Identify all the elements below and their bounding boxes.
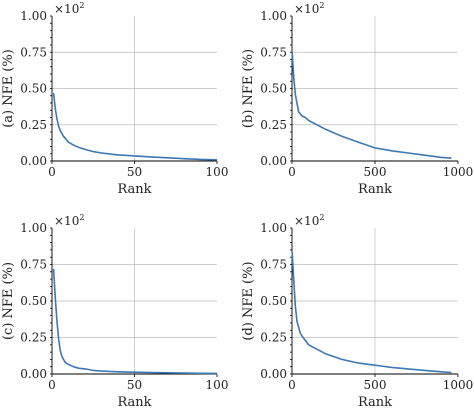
y-tick-label: 0.50 <box>260 294 287 308</box>
y-tick-label: 0.25 <box>260 331 287 345</box>
y-axis-label: (d) NFE (%) <box>241 261 256 340</box>
x-tick-label: 1000 <box>443 378 474 392</box>
x-tick-label: 0 <box>288 378 296 392</box>
y-tick-label: 0.00 <box>260 154 287 168</box>
scale-multiplier: ×102 <box>294 1 324 16</box>
x-tick-label: 500 <box>364 165 387 179</box>
chart-panel-1: 0 50 100 0.00 0.25 0.50 0.75 1.00 Rank (a) NFE (%… <box>1 1 228 197</box>
scale-multiplier: ×102 <box>54 213 84 228</box>
y-tick-label: 0.75 <box>20 45 47 59</box>
x-tick-label: 100 <box>206 378 229 392</box>
y-tick-label: 0.25 <box>20 331 47 345</box>
x-tick-label: 50 <box>127 378 142 392</box>
y-axis-label: (b) NFE (%) <box>241 49 256 128</box>
x-tick-label: 0 <box>288 165 296 179</box>
y-tick-label: 0.50 <box>20 82 47 96</box>
y-axis-label: (a) NFE (%) <box>1 49 16 128</box>
x-tick-label: 1000 <box>443 165 474 179</box>
chart-panel-3: 0 50 100 0.00 0.25 0.50 0.75 1.00 Rank (c) NFE (%… <box>1 213 228 408</box>
chart-panel-2: 0 500 1000 0.00 0.25 0.50 0.75 1.00 Rank (b) NFE … <box>241 1 473 197</box>
x-tick-label: 0 <box>48 165 56 179</box>
y-axis-label: (c) NFE (%) <box>1 262 16 340</box>
y-tick-label: 1.00 <box>20 9 47 23</box>
x-axis-label: Rank <box>117 395 151 408</box>
scale-multiplier: ×102 <box>294 213 324 228</box>
y-tick-label: 0.00 <box>20 154 47 168</box>
x-tick-label: 0 <box>48 378 56 392</box>
y-tick-label: 0.50 <box>260 82 287 96</box>
y-tick-label: 0.00 <box>260 367 287 381</box>
y-tick-label: 0.50 <box>20 294 47 308</box>
series-line <box>291 52 452 159</box>
y-tick-label: 0.75 <box>260 258 287 272</box>
x-tick-label: 100 <box>206 165 229 179</box>
series-line <box>52 92 218 161</box>
series-line <box>52 268 218 375</box>
series-line <box>291 252 452 374</box>
x-axis-label: Rank <box>358 182 392 197</box>
x-axis-label: Rank <box>117 182 151 197</box>
y-tick-label: 0.00 <box>20 367 47 381</box>
y-tick-label: 0.25 <box>260 118 287 132</box>
y-tick-label: 0.75 <box>20 258 47 272</box>
y-tick-label: 1.00 <box>20 221 47 235</box>
chart-panel-4: 0 500 1000 0.00 0.25 0.50 0.75 1.00 Rank (d) NFE … <box>241 213 473 408</box>
x-axis-label: Rank <box>358 395 392 408</box>
x-tick-label: 500 <box>364 378 387 392</box>
y-tick-label: 0.25 <box>20 118 47 132</box>
y-tick-label: 0.75 <box>260 45 287 59</box>
y-tick-label: 1.00 <box>260 221 287 235</box>
scale-multiplier: ×102 <box>54 1 84 16</box>
y-tick-label: 1.00 <box>260 9 287 23</box>
x-tick-label: 50 <box>127 165 142 179</box>
